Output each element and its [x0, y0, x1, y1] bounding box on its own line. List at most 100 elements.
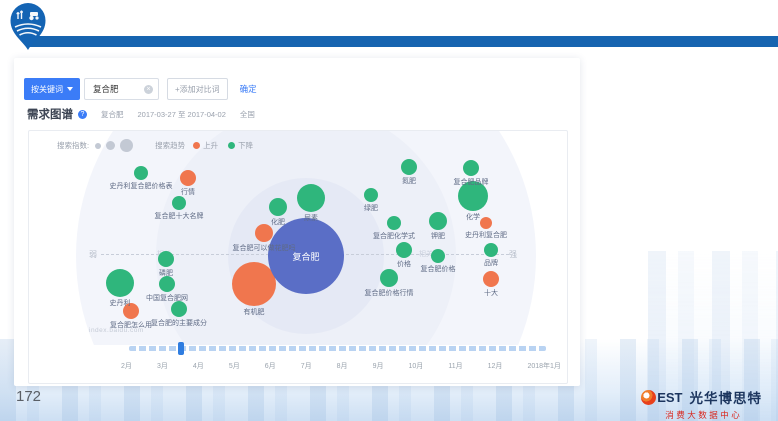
timeline-month: 7月 — [300, 363, 312, 370]
size-dot-large-icon — [120, 139, 134, 152]
bubble-label: 钾肥 — [431, 233, 445, 240]
trend-up-dot-icon — [193, 142, 201, 149]
bubble-center-label: 复合肥 — [292, 251, 320, 262]
bubble-label: 史丹利复合肥价格表 — [109, 183, 173, 190]
bubble-复合肥品牌[interactable] — [463, 160, 479, 176]
bubble-复合肥价格[interactable] — [431, 249, 445, 263]
timeline-month: 6月 — [264, 363, 276, 370]
site-watermark: index.baidu.com — [89, 327, 144, 334]
bubble-label: 氮肥 — [402, 178, 416, 185]
chevron-down-icon — [67, 87, 73, 91]
bubble-价格[interactable] — [396, 242, 412, 258]
bubble-label: 有机肥 — [243, 309, 265, 316]
bubble-绿肥[interactable] — [364, 188, 378, 202]
keyword-input[interactable]: 复合肥 × — [84, 78, 159, 100]
bubble-label: 中国复合肥网 — [146, 295, 188, 302]
axis-watermark-right: 相关 — [419, 251, 433, 258]
bubble-复合肥价格行情[interactable] — [380, 269, 398, 287]
keyword-value: 复合肥 — [93, 84, 119, 94]
timeline-month: 8月 — [336, 363, 348, 370]
bubble-钾肥[interactable] — [429, 212, 447, 230]
timeline-handle[interactable] — [177, 342, 184, 355]
bubble-磷肥[interactable] — [158, 251, 174, 267]
bubble-行情[interactable] — [180, 170, 196, 186]
clear-icon[interactable]: × — [144, 84, 153, 94]
bubble-复合肥的主要成分[interactable] — [171, 301, 187, 317]
section-header: 需求图谱 ? 复合肥 2017-03-27 至 2017-04-02 全国 — [27, 106, 255, 122]
bubble-label: 十大 — [484, 290, 498, 297]
bubble-品牌[interactable] — [484, 243, 498, 257]
trend-down-dot-icon — [228, 142, 236, 149]
bubble-label: 史丹利 — [109, 300, 131, 307]
bubble-氮肥[interactable] — [401, 159, 417, 175]
bubble-复合肥[interactable]: 复合肥 — [268, 218, 344, 294]
bubble-尿素[interactable] — [297, 184, 325, 212]
brand-row: EST 光华博思特 — [641, 387, 762, 407]
bubble-label: 史丹利复合肥 — [465, 232, 507, 239]
timeline-month: 9月 — [372, 363, 384, 370]
legend-down-label: 下降 — [238, 141, 254, 150]
demand-map-panel: 搜索指数: 搜索趋势 上升 下降 弱 强 相关 相关 index.baidu.c — [28, 130, 568, 384]
bubble-中国复合肥网[interactable] — [159, 276, 175, 292]
best-logo-icon — [641, 389, 657, 405]
bubble-label: 复合肥品牌 — [453, 179, 489, 186]
search-toolbar: 按关键词 复合肥 × +添加对比词 确定 — [24, 78, 257, 100]
keyword-mode-label: 按关键词 — [31, 84, 63, 94]
balloon-pin-icon — [10, 3, 46, 50]
brand-text: EST — [657, 389, 683, 405]
bubble-史丹利复合肥价格表[interactable] — [134, 166, 148, 180]
bubble-史丹利复合肥[interactable] — [480, 217, 492, 229]
timeline-month: 5月 — [228, 363, 240, 370]
bubble-label: 复合肥价格行情 — [364, 290, 414, 297]
farm-balloon-logo — [7, 1, 49, 56]
bubble-复合肥怎么用[interactable] — [123, 303, 139, 319]
legend-trend-label: 搜索趋势 — [155, 141, 186, 150]
section-date-range: 2017-03-27 至 2017-04-02 — [137, 109, 226, 119]
bubble-复合肥化学式[interactable] — [387, 216, 401, 230]
bubble-label: 复合肥怎么用 — [110, 322, 152, 329]
bubble-label: 绿肥 — [364, 205, 378, 212]
timeline-month-labels: 2月 3月 4月 5月 6月 7月 8月 9月 10月 11月 12月 2018年1月 — [121, 361, 561, 371]
bubble-label: 化肥 — [271, 219, 285, 226]
bubble-chart: 弱 强 相关 相关 index.baidu.com 史丹利复合肥价格表行情复合肥… — [31, 131, 565, 345]
bubble-有机肥[interactable] — [232, 262, 276, 306]
axis-weak-label: 弱 — [89, 250, 97, 259]
timeline-month: 11月 — [448, 363, 463, 370]
chart-legend: 搜索指数: 搜索趋势 上升 下降 — [57, 139, 253, 152]
confirm-link[interactable]: 确定 — [239, 84, 257, 94]
timeline-month: 4月 — [192, 363, 204, 370]
size-dot-medium-icon — [106, 141, 116, 150]
section-region: 全国 — [239, 109, 255, 119]
bubble-复合肥十大名牌[interactable] — [172, 196, 186, 210]
timeline-month: 3月 — [156, 363, 168, 370]
index-panel: 按关键词 复合肥 × +添加对比词 确定 需求图谱 ? 复合肥 2017-03-… — [14, 58, 580, 386]
bubble-label: 复合肥化学式 — [373, 233, 415, 240]
bubble-史丹利[interactable] — [106, 269, 134, 297]
bubble-label: 磷肥 — [159, 270, 173, 277]
legend-up-label: 上升 — [203, 141, 219, 150]
brand-subtitle: 消费大数据中心 — [665, 410, 743, 420]
bubble-label: 复合肥十大名牌 — [154, 213, 204, 220]
bubble-化学[interactable] — [458, 181, 488, 211]
keyword-mode-button[interactable]: 按关键词 — [24, 78, 80, 100]
background-buildings-right — [648, 251, 778, 421]
add-compare-button[interactable]: +添加对比词 — [167, 78, 228, 100]
bubble-label: 化学 — [466, 214, 480, 221]
bubble-化肥[interactable] — [269, 198, 287, 216]
bubble-复合肥可以做花肥吗[interactable] — [255, 224, 273, 242]
bubble-label: 尿素 — [304, 215, 318, 222]
bubble-label: 复合肥价格 — [420, 266, 456, 273]
axis-strong-label: 强 — [509, 250, 517, 259]
legend-size-label: 搜索指数: — [57, 141, 90, 150]
bubble-label: 行情 — [181, 189, 195, 196]
section-keyword: 复合肥 — [101, 109, 124, 119]
timeline-slider[interactable] — [129, 342, 546, 355]
info-icon[interactable]: ? — [78, 109, 87, 119]
page-number: 172 — [16, 388, 42, 405]
page-title: 需求图谱 — [27, 109, 73, 121]
timeline-month: 10月 — [408, 363, 424, 370]
bubble-十大[interactable] — [483, 271, 499, 287]
brand-name: 光华博思特 — [689, 391, 762, 406]
top-bar-stripe — [26, 36, 778, 47]
